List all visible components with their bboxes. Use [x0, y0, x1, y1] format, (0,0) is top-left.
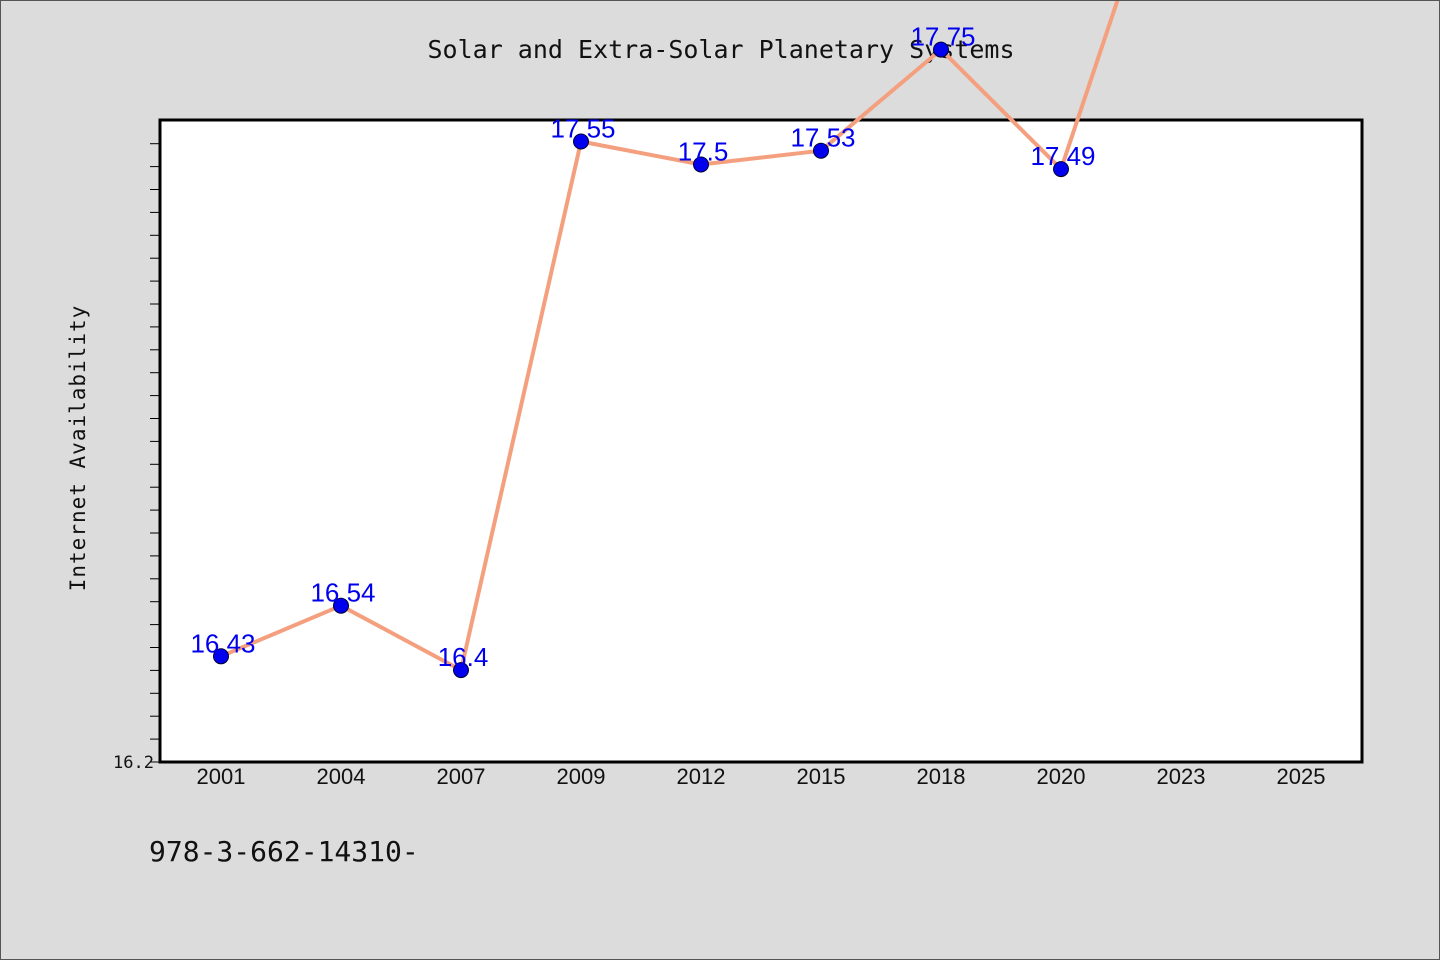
data-point: [573, 133, 589, 150]
x-tick-label: 2020: [1037, 764, 1086, 789]
data-label: 16.43: [190, 628, 255, 658]
data-point: [1053, 161, 1069, 178]
x-tick-label: 2015: [797, 764, 846, 789]
x-tick-label: 2001: [197, 764, 246, 789]
data-label: 17.53: [790, 123, 855, 153]
series-line: [219, 1, 1120, 673]
data-point: [213, 648, 229, 665]
data-label: 17.75: [910, 22, 975, 52]
data-point: [693, 156, 709, 173]
data-label: 17.55: [550, 114, 615, 144]
x-tick-label: 2009: [557, 764, 606, 789]
footer-code: 978-3-662-14310-: [149, 835, 419, 868]
data-label: 16.54: [310, 578, 375, 608]
x-tick-label: 2018: [917, 764, 966, 789]
data-point: [813, 142, 829, 159]
x-tick-label: 2004: [317, 764, 366, 789]
data-label: 16.4: [438, 642, 489, 672]
x-tick-label: 2025: [1277, 764, 1326, 789]
y-tick-label: 16.2: [113, 753, 154, 773]
chart-title: Solar and Extra-Solar Planetary Systems: [427, 35, 1015, 64]
data-label: 17.49: [1030, 141, 1095, 171]
plot-frame: [158, 118, 1364, 764]
data-point: [933, 41, 949, 58]
x-tick-label: 2023: [1157, 764, 1206, 789]
x-tick-label: 2012: [677, 764, 726, 789]
plot-area: [160, 120, 1362, 762]
data-point: [453, 662, 469, 679]
data-point: [333, 597, 349, 614]
data-label: 17.5: [678, 137, 729, 167]
x-tick-label: 2007: [437, 764, 486, 789]
